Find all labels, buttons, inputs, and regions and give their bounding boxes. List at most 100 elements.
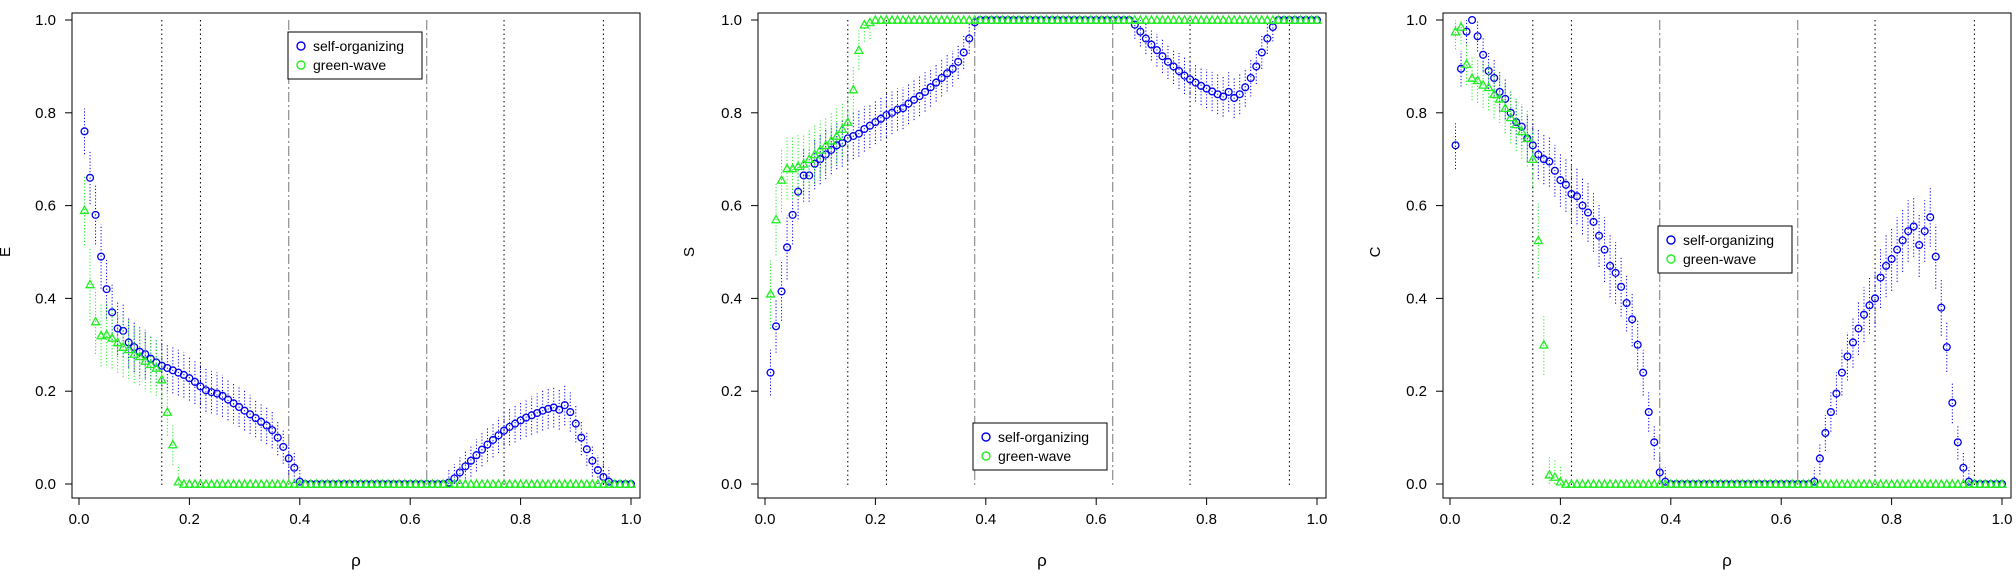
data-point xyxy=(947,14,958,24)
data-point xyxy=(327,478,339,488)
data-point xyxy=(246,410,255,419)
y-tick-label: 0.0 xyxy=(35,476,56,493)
data-point xyxy=(206,478,217,488)
data-point xyxy=(1550,166,1559,175)
y-tick-label: 0.2 xyxy=(721,383,742,400)
data-point xyxy=(1903,478,1914,488)
data-point xyxy=(84,279,96,289)
data-point xyxy=(1212,14,1223,24)
data-point xyxy=(1836,478,1848,488)
y-axis-label: E xyxy=(0,247,14,257)
data-point xyxy=(487,478,499,488)
data-point xyxy=(515,478,526,488)
data-point xyxy=(1136,27,1145,36)
legend-box xyxy=(972,422,1108,471)
data-point xyxy=(1311,14,1323,24)
data-point xyxy=(559,478,570,488)
data-point xyxy=(228,478,239,488)
data-point xyxy=(1566,478,1577,488)
data-point xyxy=(1135,14,1146,24)
data-point xyxy=(1809,478,1820,488)
y-tick-label: 0.2 xyxy=(1406,383,1427,400)
data-point xyxy=(582,445,591,454)
y-tick-label: 0.4 xyxy=(35,290,56,307)
x-tick-label: 0.8 xyxy=(1196,511,1217,528)
data-point xyxy=(1654,478,1665,488)
data-point xyxy=(383,478,394,488)
data-point xyxy=(1556,176,1565,185)
data-point xyxy=(1571,478,1583,488)
data-point xyxy=(233,478,245,488)
data-point xyxy=(1456,64,1466,73)
data-point xyxy=(1263,34,1272,43)
data-point xyxy=(980,14,991,24)
data-point xyxy=(765,288,776,298)
data-point xyxy=(1843,352,1852,361)
data-point xyxy=(1273,14,1284,24)
data-point xyxy=(1534,150,1543,159)
data-point xyxy=(959,48,968,57)
data-point xyxy=(1163,57,1173,66)
circle-icon xyxy=(981,432,991,442)
data-point xyxy=(344,478,355,488)
data-point xyxy=(788,210,797,219)
data-point xyxy=(272,478,283,488)
data-point xyxy=(954,57,963,66)
x-tick-label: 0.8 xyxy=(510,511,531,528)
data-point xyxy=(1776,478,1787,488)
data-point xyxy=(300,478,311,488)
data-point xyxy=(1704,478,1715,488)
data-point xyxy=(305,478,316,488)
data-point xyxy=(1610,478,1621,488)
data-point xyxy=(853,44,864,55)
legend-label: green-wave xyxy=(313,57,386,73)
data-point xyxy=(222,478,234,488)
data-point xyxy=(251,414,260,423)
data-point xyxy=(1490,73,1499,83)
legend-label: self-organizing xyxy=(1683,232,1774,248)
data-point xyxy=(1174,66,1184,76)
data-point xyxy=(587,478,598,488)
data-point xyxy=(316,478,327,488)
data-point xyxy=(1959,463,1968,472)
data-point xyxy=(178,478,189,488)
data-point xyxy=(1622,298,1631,308)
data-point xyxy=(184,478,195,488)
data-point xyxy=(1096,14,1107,24)
data-point xyxy=(815,144,826,154)
data-point xyxy=(1781,478,1792,488)
data-point xyxy=(399,478,410,488)
data-point xyxy=(217,478,228,488)
legend-label: self-organizing xyxy=(313,38,404,54)
data-point xyxy=(948,64,957,73)
data-point xyxy=(483,440,492,449)
data-point xyxy=(1201,14,1212,24)
x-tick-label: 0.0 xyxy=(755,511,776,528)
data-point xyxy=(1875,478,1886,488)
data-point xyxy=(898,104,908,113)
chart-panel-3: 0.0 0.2 0.4 0.6 0.8 1.0 0.0 0.2 0.4 0.6 0.8 1.0 ρ Cse… xyxy=(1367,12,2012,570)
data-point xyxy=(1246,73,1255,83)
data-point xyxy=(279,442,288,451)
data-point xyxy=(1870,294,1880,303)
data-point xyxy=(267,478,278,488)
data-point xyxy=(1770,478,1781,488)
data-point xyxy=(565,478,576,488)
data-point xyxy=(443,478,454,488)
data-point xyxy=(289,478,300,488)
data-point xyxy=(465,478,477,488)
data-point xyxy=(1080,14,1091,24)
data-point xyxy=(1815,454,1824,463)
plot-frame xyxy=(757,12,1327,499)
data-point xyxy=(1820,478,1831,488)
data-point xyxy=(145,358,156,369)
data-point xyxy=(504,478,515,488)
data-point xyxy=(151,362,162,372)
data-point xyxy=(257,417,266,426)
y-tick-label: 0.6 xyxy=(721,198,742,215)
data-point xyxy=(1693,478,1704,488)
data-point xyxy=(1974,478,1986,488)
data-point xyxy=(499,426,509,435)
data-point xyxy=(1468,15,1477,25)
y-axis-label: C xyxy=(1367,246,1384,257)
